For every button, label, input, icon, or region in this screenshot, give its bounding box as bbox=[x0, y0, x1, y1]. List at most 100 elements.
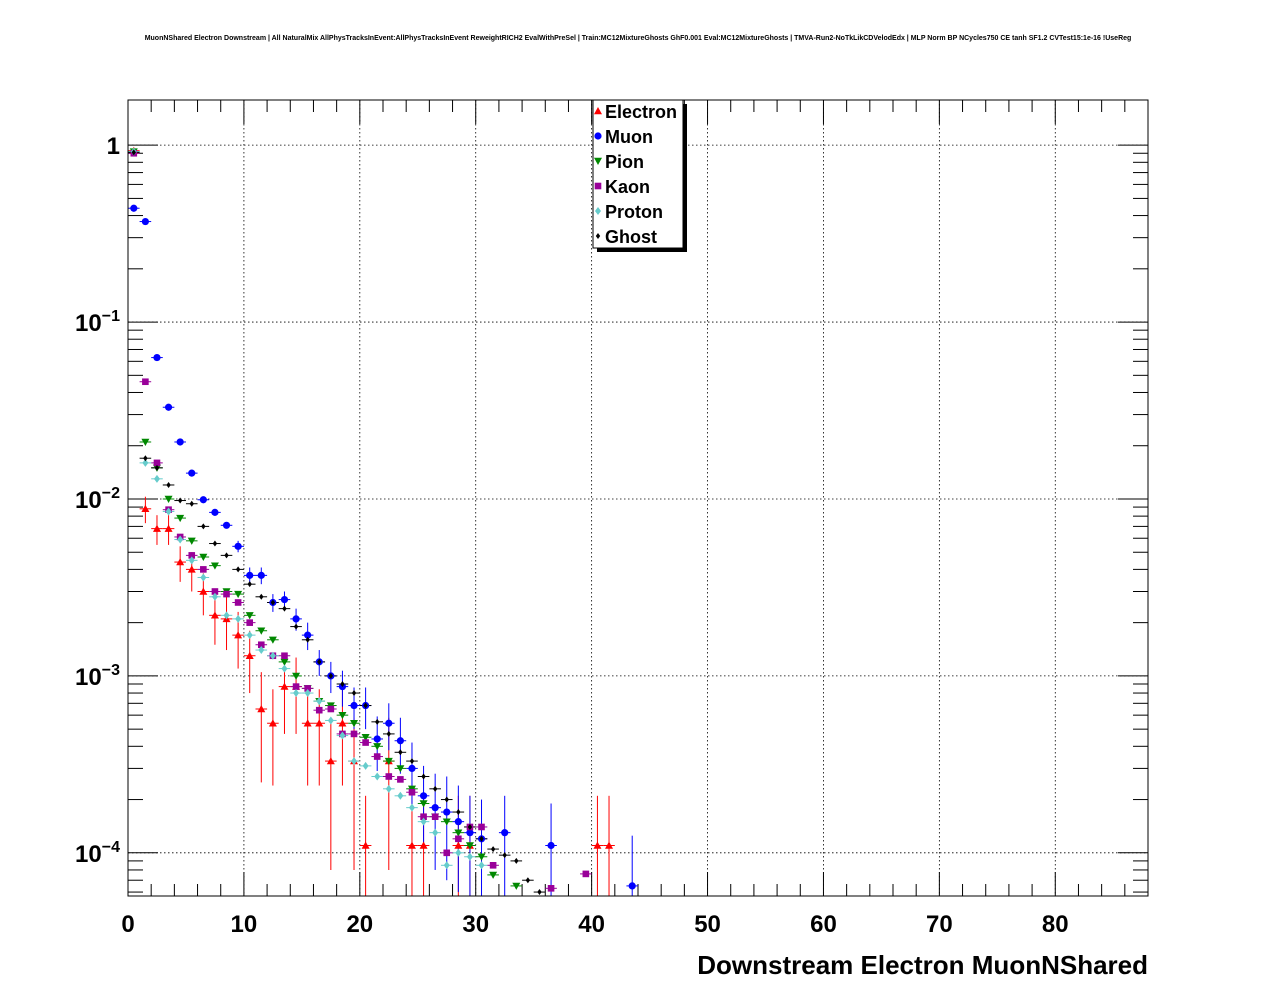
grid-lines bbox=[128, 100, 1148, 896]
kaon-point bbox=[223, 590, 230, 598]
pion-point bbox=[176, 514, 185, 523]
ghost-point bbox=[282, 605, 287, 612]
pion-point bbox=[350, 720, 359, 728]
muon-point bbox=[304, 631, 312, 639]
pion-point bbox=[373, 743, 382, 751]
ghost-point bbox=[131, 149, 136, 156]
legend-marker-ghost bbox=[595, 233, 601, 239]
muon-point bbox=[130, 204, 138, 212]
ghost-point bbox=[525, 877, 531, 884]
pion-point bbox=[442, 818, 451, 826]
x-tick-label: 50 bbox=[694, 911, 721, 938]
pion-point bbox=[164, 495, 173, 503]
x-tick-label: 10 bbox=[231, 911, 258, 938]
axis-ticks bbox=[127, 100, 1149, 896]
legend-label-ghost: Ghost bbox=[605, 227, 657, 247]
muon-point bbox=[628, 882, 636, 890]
pion-point bbox=[361, 734, 370, 742]
y-tick-exponent: −1 bbox=[102, 308, 120, 325]
ghost-point bbox=[432, 785, 438, 792]
electron-point bbox=[407, 841, 416, 849]
y-tick-exponent: −3 bbox=[102, 662, 120, 679]
ghost-point bbox=[444, 796, 449, 803]
ghost-point bbox=[212, 540, 218, 547]
proton-point bbox=[235, 614, 242, 623]
proton-point bbox=[153, 474, 160, 483]
legend-marker-proton bbox=[595, 207, 601, 215]
muon-point bbox=[199, 496, 207, 504]
proton-point bbox=[188, 556, 195, 565]
kaon-point bbox=[211, 588, 219, 595]
proton-point bbox=[293, 689, 300, 698]
electron-point bbox=[361, 841, 370, 849]
chart-title: MuonNShared Electron Downstream | All Na… bbox=[144, 35, 1132, 42]
ghost-point bbox=[328, 672, 334, 679]
ghost-point bbox=[386, 730, 391, 737]
muon-point bbox=[501, 829, 509, 837]
ghost-point bbox=[154, 464, 160, 471]
kaon-point bbox=[408, 788, 416, 796]
y-tick-base: 10 bbox=[75, 841, 102, 868]
proton-point bbox=[466, 852, 473, 861]
x-tick-labels: 0 10 20 30 40 50 60 70 80 bbox=[121, 911, 1068, 938]
ghost-point bbox=[375, 718, 380, 725]
pion-point bbox=[280, 658, 289, 666]
kaon-point bbox=[431, 813, 439, 820]
pion-point bbox=[465, 842, 474, 850]
y-tick-label: 10−3 bbox=[75, 662, 120, 691]
x-tick-label: 40 bbox=[578, 911, 605, 938]
data-markers bbox=[129, 146, 636, 896]
electron-point bbox=[176, 558, 185, 566]
kaon-point bbox=[153, 459, 161, 467]
legend-marker-muon bbox=[594, 132, 602, 140]
legend-marker-electron bbox=[594, 107, 602, 115]
proton-point bbox=[408, 803, 415, 812]
ghost-point bbox=[456, 809, 461, 816]
legend-marker-kaon bbox=[594, 182, 602, 190]
proton-point bbox=[269, 651, 276, 660]
proton-point bbox=[455, 848, 462, 857]
kaon-point bbox=[304, 685, 311, 692]
pion-point bbox=[489, 871, 498, 879]
proton-point bbox=[327, 716, 334, 725]
pion-point bbox=[454, 829, 463, 837]
ghost-point bbox=[409, 758, 415, 765]
muon-point bbox=[141, 217, 149, 226]
legend-label-muon: Muon bbox=[605, 127, 653, 147]
ghost-point bbox=[502, 852, 507, 859]
y-tick-exponent: −4 bbox=[102, 839, 120, 856]
pion-point bbox=[257, 627, 266, 635]
kaon-point bbox=[188, 552, 196, 559]
muon-point bbox=[280, 595, 289, 604]
muon-point bbox=[431, 804, 439, 812]
legend-box bbox=[592, 99, 684, 249]
ghost-point bbox=[363, 702, 368, 709]
muon-point bbox=[547, 841, 555, 850]
legend-marker-pion bbox=[594, 157, 602, 165]
proton-point bbox=[374, 772, 381, 781]
electron-point bbox=[245, 651, 254, 659]
x-tick-label: 0 bbox=[121, 911, 134, 938]
kaon-point bbox=[373, 753, 381, 760]
kaon-point bbox=[443, 849, 451, 857]
muon-point bbox=[257, 571, 265, 579]
electron-point bbox=[419, 841, 428, 849]
muon-point bbox=[408, 764, 416, 773]
kaon-point bbox=[234, 599, 242, 606]
legend-label-electron: Electron bbox=[605, 102, 677, 122]
kaon-point bbox=[547, 885, 555, 892]
ghost-point bbox=[259, 593, 264, 600]
ghost-point bbox=[143, 455, 148, 462]
electron-point bbox=[280, 682, 289, 690]
pion-point bbox=[268, 636, 277, 644]
muon-point bbox=[164, 403, 173, 411]
ghost-point bbox=[166, 481, 171, 488]
electron-point bbox=[303, 719, 312, 727]
kaon-point bbox=[142, 378, 149, 386]
x-tick-label: 70 bbox=[926, 911, 953, 938]
ghost-point bbox=[201, 523, 206, 530]
electron-point bbox=[210, 611, 219, 619]
kaon-point bbox=[397, 776, 404, 783]
kaon-point bbox=[200, 566, 207, 573]
